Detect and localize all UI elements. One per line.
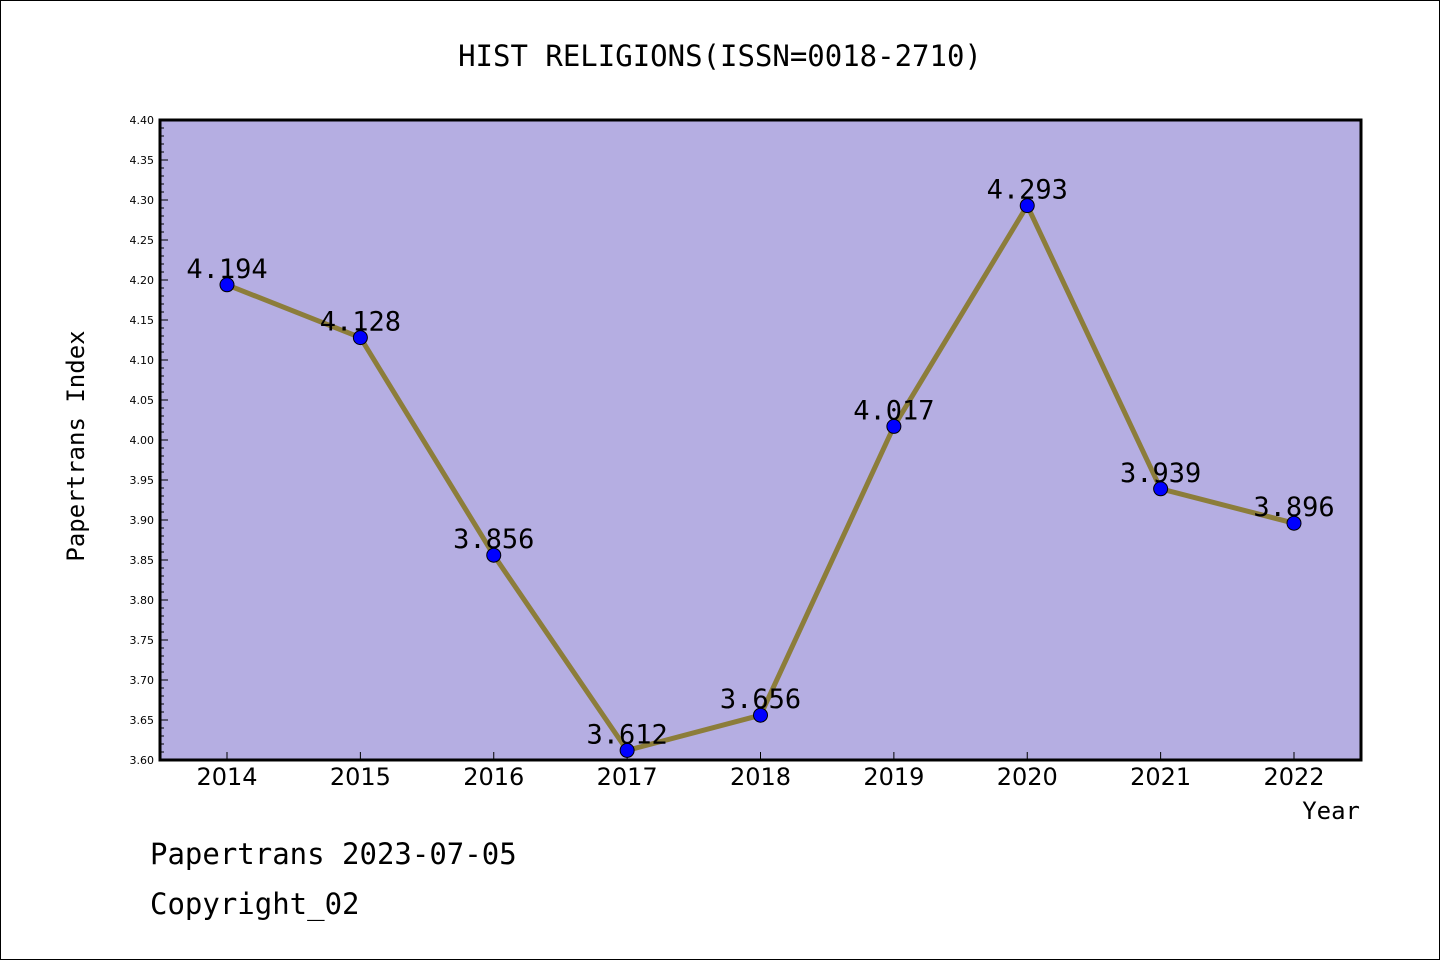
data-labels: 4.194 4.128 3.856 3.612 3.656 4.017 4.293 3.939… [186,175,1334,751]
footer-copyright: Copyright_02 [150,887,360,922]
data-point [219,277,235,293]
x-tick-label: 2020 [997,763,1058,791]
data-points [219,198,1302,758]
y-tick-label: 3.80 [130,594,155,607]
data-point [352,330,368,346]
data-label: 3.939 [1120,458,1201,489]
y-tick-label: 3.70 [130,674,155,687]
data-label: 3.856 [453,524,534,555]
x-axis-label: Year [1302,797,1360,825]
y-tick-label: 4.35 [130,154,155,167]
y-axis-label: Papertrans Index [62,330,90,561]
data-label: 3.896 [1253,492,1334,523]
y-tick-label: 4.40 [130,114,155,127]
y-tick-label: 3.85 [130,554,155,567]
data-label: 4.194 [186,254,267,285]
data-point [1286,515,1302,531]
y-tick-label: 3.75 [130,634,155,647]
x-tick-label: 2021 [1130,763,1191,791]
chart-title: HIST RELIGIONS(ISSN=0018-2710) [458,39,982,73]
plot-border [158,118,1363,762]
data-label: 4.128 [320,307,401,338]
y-tick-label: 4.05 [130,394,155,407]
data-label: 3.656 [720,684,801,715]
x-tick-label: 2022 [1263,763,1324,791]
y-tick-label: 3.95 [130,474,155,487]
footer-date: Papertrans 2023-07-05 [150,837,517,871]
data-point [486,547,502,563]
x-tick-label: 2014 [196,763,257,791]
plot-area [160,120,1361,760]
data-label: 4.017 [853,395,934,426]
data-point [886,418,902,434]
y-tick-label: 4.00 [130,434,155,447]
y-tick-label: 3.65 [130,714,155,727]
y-tick-label: 3.60 [130,754,155,767]
x-tick-label: 2015 [330,763,391,791]
data-label: 4.293 [987,175,1068,206]
y-tick-label: 3.90 [130,514,155,527]
y-tick-label: 4.30 [130,194,155,207]
y-tick-label: 4.10 [130,354,155,367]
data-point [1153,481,1169,497]
data-label: 3.612 [586,719,667,750]
x-tick-label: 2019 [863,763,924,791]
y-axis: 3.60 3.65 3.70 3.75 3.80 3.85 3.90 3.95 4.00 4.05… [130,114,168,767]
x-tick-label: 2018 [730,763,791,791]
data-point [619,742,635,758]
y-tick-label: 4.25 [130,234,155,247]
y-tick-label: 4.20 [130,274,155,287]
x-tick-label: 2016 [463,763,524,791]
data-point [1019,198,1035,214]
y-tick-label: 4.15 [130,314,155,327]
data-point [753,707,768,723]
x-tick-label: 2017 [597,763,658,791]
